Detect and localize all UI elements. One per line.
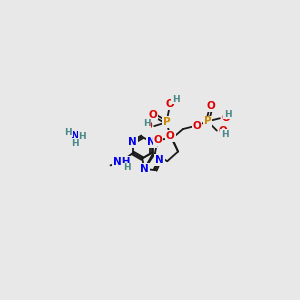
Text: H: H [123,163,130,172]
Text: H: H [78,132,86,141]
Text: H: H [143,119,150,128]
Text: O: O [165,99,174,109]
Text: H: H [221,130,228,139]
Text: O: O [144,121,153,131]
Text: P: P [163,117,170,127]
Text: H: H [224,110,231,119]
Text: O: O [221,113,230,123]
Text: O: O [218,126,227,136]
Text: O: O [206,101,215,111]
Text: O: O [166,131,175,141]
Text: H: H [172,95,180,104]
Text: O: O [192,121,201,131]
Text: P: P [204,116,212,126]
Text: H: H [71,139,79,148]
Text: N: N [71,131,80,141]
Text: H: H [64,128,72,137]
Text: N: N [128,137,137,147]
Text: N: N [147,137,156,147]
Text: O: O [153,135,162,145]
Text: NH: NH [112,157,130,167]
Text: N: N [155,155,164,165]
Text: O: O [148,110,157,120]
Text: N: N [140,164,149,174]
